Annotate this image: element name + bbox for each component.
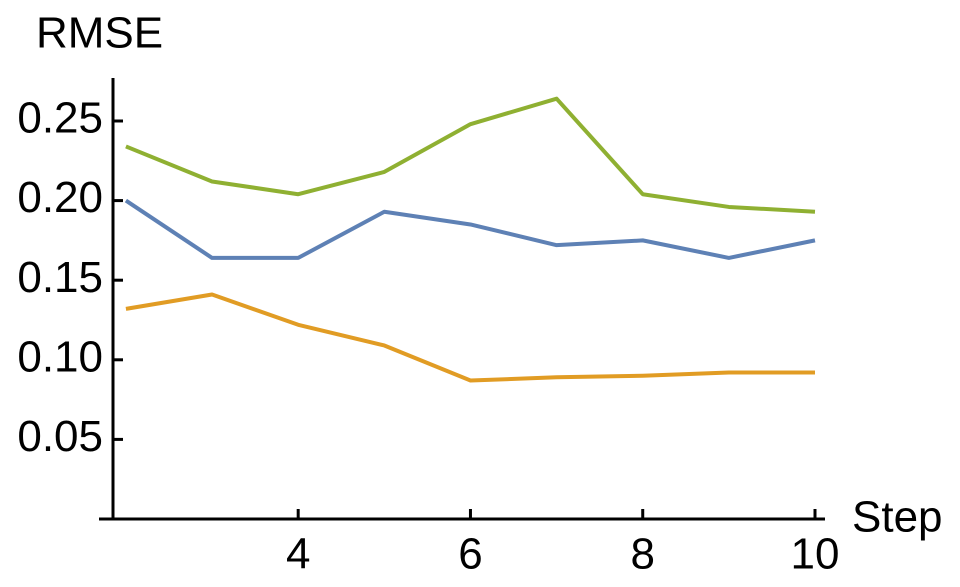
y-axis-label: RMSE [36,9,163,58]
x-tick-label: 4 [286,530,310,579]
x-axis-label: Step [852,493,943,542]
series-line [125,292,815,383]
y-tick-label: 0.25 [17,94,103,143]
y-tick-label: 0.15 [17,253,103,302]
y-tick-label: 0.05 [17,412,103,461]
x-tick-label: 10 [791,530,840,579]
y-tick-label: 0.20 [17,173,103,222]
y-tick-label: 0.10 [17,332,103,381]
x-tick-label: 6 [458,530,482,579]
series-line [125,96,816,214]
series-line [124,198,816,260]
x-tick-label: 8 [630,530,654,579]
